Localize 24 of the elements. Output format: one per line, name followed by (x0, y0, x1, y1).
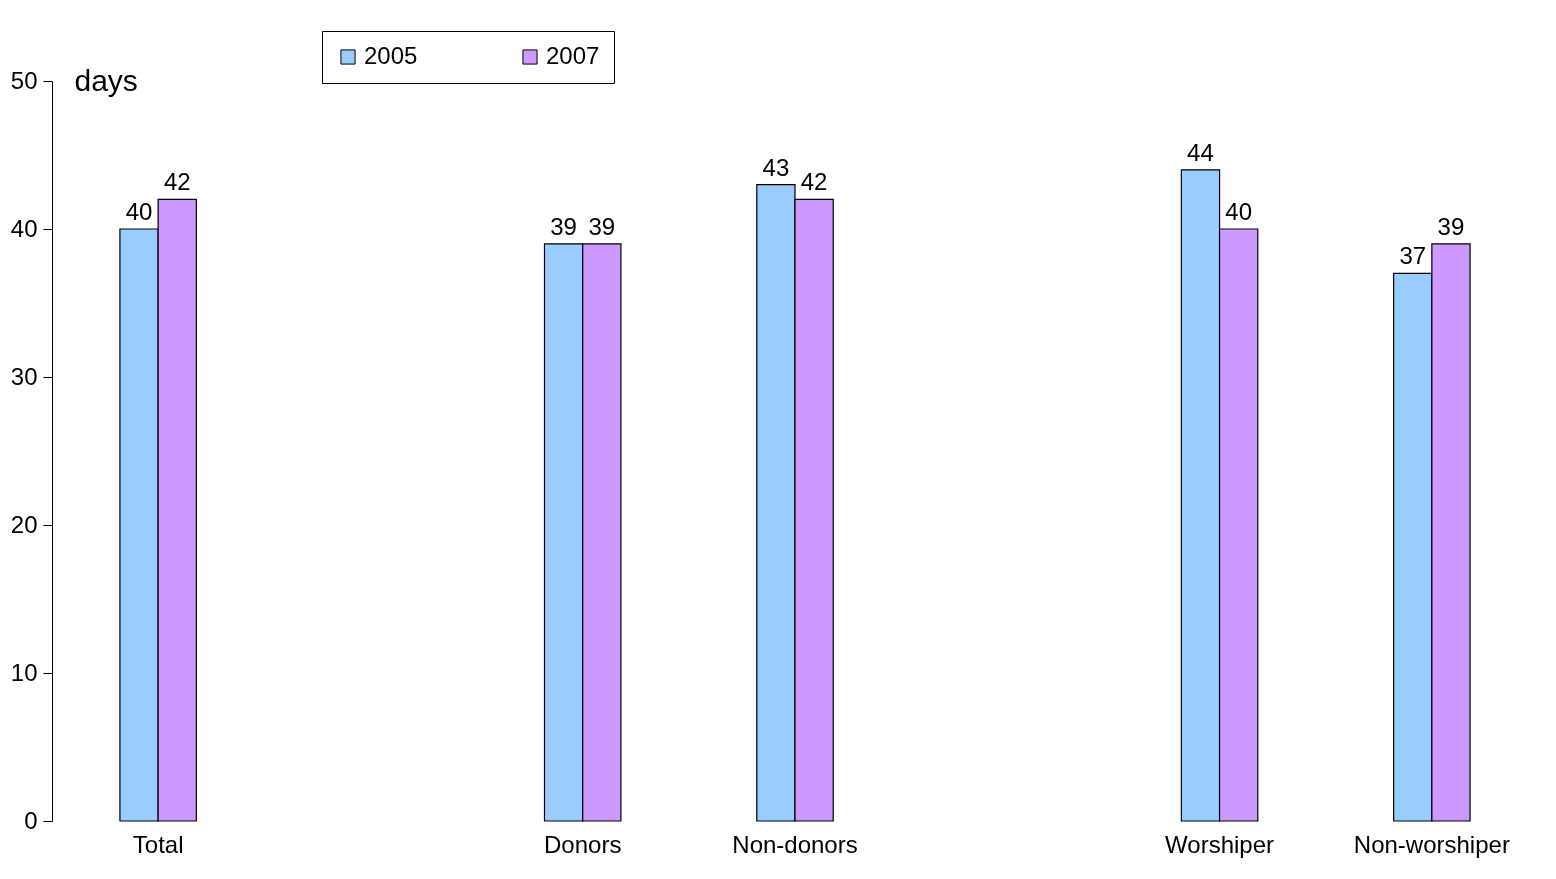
y-tick-label: 10 (10, 658, 38, 686)
y-tick-label: 50 (10, 66, 38, 94)
x-tick-label: Donors (544, 830, 622, 858)
legend-label: 2007 (546, 42, 600, 69)
legend-label: 2005 (364, 42, 418, 69)
x-tick-label: Total (132, 830, 184, 858)
y-tick-label: 40 (10, 214, 38, 242)
y-tick-label: 30 (10, 362, 38, 390)
y-axis-title: days (74, 63, 138, 97)
data-label: 39 (588, 212, 616, 240)
data-label: 42 (800, 168, 828, 196)
y-tick-label: 0 (24, 806, 38, 834)
y-tick-label: 20 (10, 510, 38, 538)
data-label: 39 (550, 212, 577, 240)
x-tick-label: Non-donors (732, 830, 858, 858)
data-label: 37 (1399, 242, 1427, 270)
data-label: 44 (1187, 138, 1214, 166)
data-label: 40 (125, 198, 153, 225)
x-tick-label: Worshiper (1165, 830, 1275, 858)
data-label: 39 (1437, 212, 1465, 240)
data-label: 42 (163, 168, 191, 196)
data-label: 40 (1225, 198, 1253, 225)
x-tick-label: Non-worshiper (1353, 830, 1510, 858)
data-label: 43 (762, 153, 790, 181)
